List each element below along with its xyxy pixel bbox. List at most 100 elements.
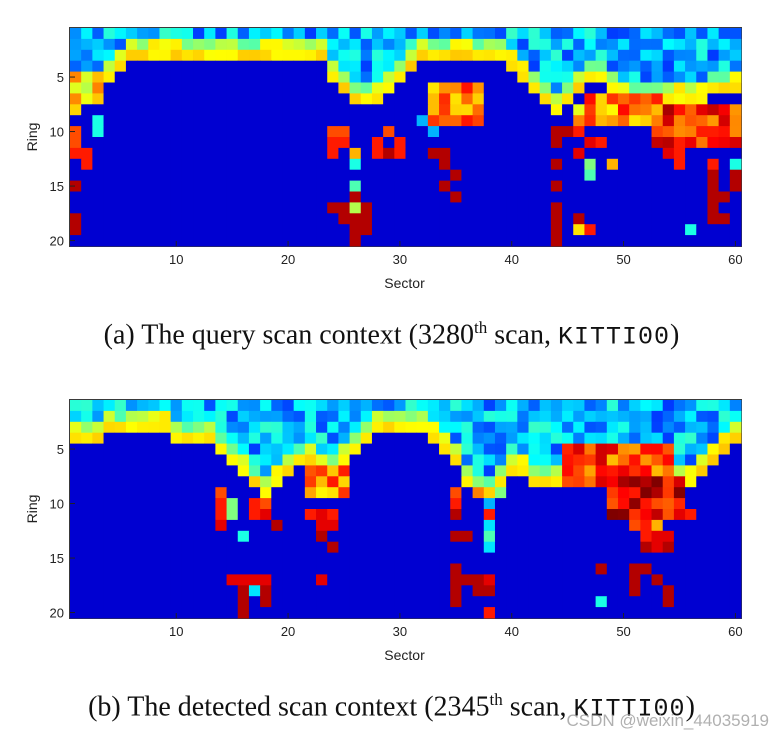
heatmap-cell	[662, 93, 675, 105]
heatmap-cell	[170, 202, 183, 214]
heatmap-cell	[651, 530, 664, 543]
heatmap-cell	[148, 93, 160, 105]
heatmap-cell	[260, 202, 272, 214]
heatmap-cell	[517, 476, 529, 488]
heatmap-cell	[718, 137, 731, 149]
heatmap-cell	[181, 60, 194, 72]
heatmap-cell	[282, 180, 295, 192]
heatmap-cell	[517, 498, 529, 510]
heatmap-cell	[237, 585, 250, 597]
heatmap-cell	[394, 49, 406, 62]
heatmap-cell	[248, 147, 261, 160]
heatmap-cell	[103, 115, 116, 127]
heatmap-cell	[405, 126, 418, 138]
heatmap-cell	[159, 465, 172, 477]
heatmap-cell	[81, 476, 93, 488]
heatmap-cell	[539, 443, 552, 455]
heatmap-cell	[204, 400, 216, 412]
heatmap-cell	[327, 454, 339, 466]
heatmap-cell	[506, 421, 518, 434]
heatmap-cell	[651, 519, 664, 532]
heatmap-cell	[528, 530, 541, 543]
heatmap-cell	[181, 38, 194, 51]
heatmap-cell	[640, 552, 652, 564]
heatmap-cell	[371, 28, 384, 40]
heatmap-cell	[472, 563, 485, 575]
heatmap-cell	[685, 410, 697, 423]
heatmap-cell	[92, 552, 104, 564]
heatmap-cell	[506, 71, 518, 83]
heatmap-cell	[729, 126, 742, 138]
heatmap-cell	[349, 563, 362, 575]
heatmap-cell	[595, 530, 608, 543]
heatmap-cell	[550, 421, 563, 434]
heatmap-cell	[606, 180, 619, 192]
heatmap-cell	[517, 115, 529, 127]
heatmap-cell	[383, 443, 395, 455]
heatmap-cell	[327, 421, 339, 434]
heatmap-cell	[405, 28, 418, 40]
heatmap-cell	[394, 541, 406, 553]
heatmap-cell	[506, 137, 518, 149]
heatmap-cell	[494, 38, 507, 51]
heatmap-cell	[405, 60, 418, 72]
heatmap-cell	[629, 498, 641, 510]
heatmap-cell	[718, 169, 731, 181]
heatmap-cell	[550, 465, 563, 477]
heatmap-cell	[606, 169, 619, 181]
heatmap-cell	[696, 585, 708, 597]
heatmap-cell	[673, 202, 686, 214]
heatmap-cell	[662, 443, 675, 455]
heatmap-cell	[304, 410, 317, 423]
heatmap-cell	[562, 49, 574, 62]
heatmap-cell	[517, 158, 529, 171]
heatmap-cell	[360, 169, 373, 181]
heatmap-cell	[237, 169, 250, 181]
heatmap-cell	[606, 93, 619, 105]
heatmap-cell	[271, 38, 283, 51]
caption-b-dataset: KITTI00	[573, 694, 686, 724]
heatmap-cell	[103, 410, 116, 423]
heatmap-cell	[371, 421, 384, 434]
heatmap-cell	[539, 530, 552, 543]
heatmap-cell	[293, 432, 306, 444]
heatmap-cell	[562, 235, 574, 247]
heatmap-cell	[170, 213, 183, 225]
heatmap-cell	[204, 432, 216, 444]
heatmap-cell	[651, 443, 664, 455]
heatmap-cell	[81, 60, 93, 72]
x-tick-label: 10	[169, 624, 183, 639]
heatmap-cell	[405, 465, 418, 477]
heatmap-cell	[562, 38, 574, 51]
heatmap-cell	[304, 476, 317, 488]
figure-a: 10 20 30 40 50 60 5 10 15 20 Sector Ring (a) The qu…	[24, 27, 743, 351]
heatmap-cell	[92, 104, 104, 116]
heatmap-cell	[394, 202, 406, 214]
heatmap-cell	[282, 421, 295, 434]
heatmap-cell	[237, 443, 250, 455]
heatmap-cell	[539, 400, 552, 412]
heatmap-cell	[304, 93, 317, 105]
heatmap-cell	[550, 574, 563, 586]
heatmap-cell	[483, 465, 496, 477]
heatmap-cell	[371, 476, 384, 488]
heatmap-cell	[360, 82, 373, 94]
heatmap-cell	[70, 147, 82, 160]
heatmap-cell	[92, 400, 104, 412]
heatmap-cell	[327, 596, 339, 608]
heatmap-cell	[729, 191, 742, 203]
heatmap-cell	[539, 541, 552, 553]
heatmap-cell	[450, 158, 462, 171]
heatmap-cell	[685, 180, 697, 192]
heatmap-cell	[204, 93, 216, 105]
heatmap-cell	[528, 574, 541, 586]
heatmap-cell	[562, 509, 574, 521]
heatmap-cell	[707, 519, 720, 532]
heatmap-cell	[550, 115, 563, 127]
heatmap-cell	[360, 115, 373, 127]
heatmap-cell	[673, 574, 686, 586]
heatmap-cell	[81, 519, 93, 532]
heatmap-cell	[148, 607, 160, 619]
heatmap-cell	[383, 169, 395, 181]
heatmap-cell	[92, 158, 104, 171]
